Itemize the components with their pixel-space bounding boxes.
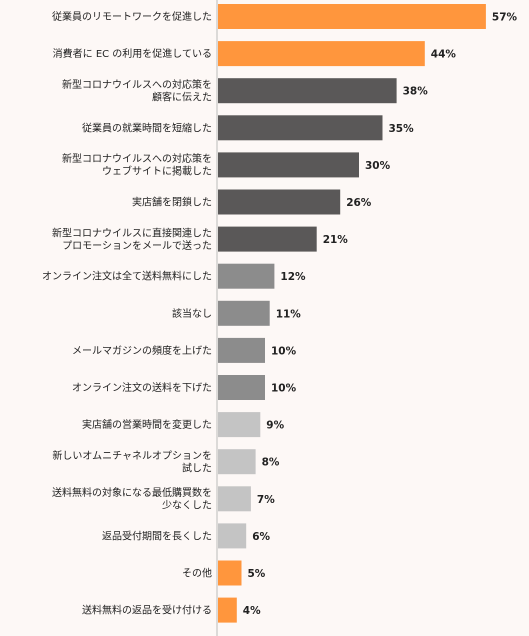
category-label: メールマガジンの頻度を上げた (72, 344, 212, 357)
category-label: 返品受付期間を長くした (102, 529, 212, 542)
data-label: 26% (346, 197, 372, 209)
data-label: 21% (323, 234, 349, 246)
category-label: 顧客に伝えた (152, 90, 212, 103)
bar (218, 449, 256, 475)
bar (218, 115, 383, 141)
category-label: 少なくした (162, 500, 212, 512)
category-label: 送料無料の返品を受け付ける (82, 604, 212, 617)
bar (218, 597, 237, 623)
bar (218, 41, 425, 67)
bar (218, 486, 251, 512)
data-label: 5% (248, 568, 266, 580)
bar (218, 560, 242, 586)
bar (218, 263, 275, 289)
category-label: 消費者に EC の利用を促進している (53, 47, 212, 60)
category-label: 実店舗を閉鎖した (132, 196, 212, 209)
data-label: 12% (280, 271, 306, 283)
data-label: 8% (262, 457, 280, 469)
bar (218, 375, 265, 400)
category-label: 実店舗の営業時間を変更した (82, 418, 212, 431)
data-label: 57% (492, 12, 518, 24)
bar (218, 226, 317, 252)
category-label: 該当なし (172, 307, 212, 320)
data-label: 44% (431, 49, 457, 61)
category-label: ウェブサイトに掲載した (102, 165, 212, 178)
category-label: 新しいオムニチャネルオプションを (52, 449, 212, 462)
bar (218, 4, 486, 29)
data-label: 30% (365, 160, 391, 172)
category-label: 従業員の就業時間を短縮した (82, 121, 212, 134)
data-label: 7% (257, 494, 275, 506)
data-label: 10% (271, 383, 297, 395)
bar (218, 523, 247, 549)
data-label: 6% (252, 531, 270, 543)
bar (218, 300, 270, 326)
category-label: 送料無料の対象になる最低購買数を (52, 486, 212, 499)
data-label: 11% (276, 308, 302, 320)
bar (218, 337, 265, 363)
data-label: 38% (403, 86, 429, 98)
data-label: 9% (266, 420, 284, 432)
bar (218, 152, 359, 178)
data-label: 35% (389, 123, 415, 135)
category-label: その他 (182, 567, 212, 580)
data-label: 10% (271, 345, 297, 357)
category-label: オンライン注文の送料を下げた (72, 381, 212, 394)
bar (218, 412, 261, 438)
bar (218, 78, 397, 104)
category-label: 新型コロナウイルスに直接関連した (52, 226, 212, 239)
bar (218, 189, 341, 215)
category-label: 新型コロナウイルスへの対応策を (62, 78, 212, 91)
data-label: 4% (243, 605, 261, 617)
category-label: オンライン注文は全て送料無料にした (42, 270, 212, 283)
category-label: プロモーションをメールで送った (62, 239, 212, 252)
category-label: 試した (182, 461, 212, 474)
category-label: 新型コロナウイルスへの対応策を (62, 152, 212, 165)
category-label: 従業員のリモートワークを促進した (52, 10, 212, 23)
